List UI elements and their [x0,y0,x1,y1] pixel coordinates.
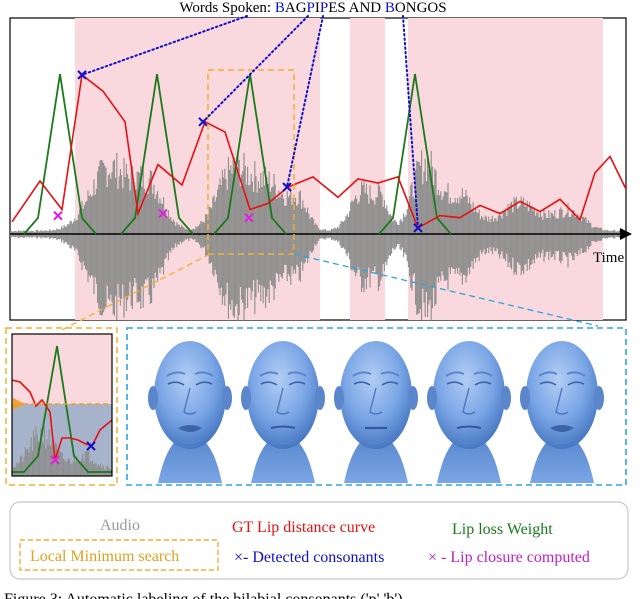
lip-closure-markers [53,208,254,223]
title-segment-1: AG [285,0,307,16]
lip-loss-peak-0 [23,73,97,235]
detected-consonant-marker-2 [282,182,292,192]
title-segment-6: B [385,0,395,16]
legend-gt-lip: GT Lip distance curve [232,519,375,536]
faces-panel [126,327,627,486]
main-plot: Time [9,17,632,321]
title-segment-0: B [275,0,285,16]
inset-closure-marker-icon [50,455,60,465]
consonant-link-0 [81,15,248,76]
legend-audio: Audio [100,517,140,534]
consonant-link-2 [286,15,324,189]
lip-loss-weight-curve [23,73,452,235]
inset-detected-marker-icon [86,441,96,451]
consonant-link-1 [202,15,309,123]
figure-caption: Figure 3: Automatic labeling of the bila… [4,591,403,599]
time-arrow-icon [620,228,632,240]
faces-connector [293,253,599,327]
figure-title: Words Spoken: BAGPIPES AND BONGOS [179,0,446,16]
lip-loss-peak-3 [378,73,452,235]
title-segment-5: ES AND [328,0,385,16]
legend-local-min: Local Minimum search [30,548,179,565]
face-render-2 [334,341,418,483]
consonant-link-3 [402,15,419,229]
title-segment-4: P [320,0,328,16]
gt-lip-distance-curve [11,73,626,230]
legend-closure: × - Lip closure computed [428,549,590,566]
legend: Audio GT Lip distance curve Lip loss Wei… [9,501,629,580]
time-label: Time [593,250,624,266]
title-segment-2: P [307,0,315,16]
legend-lip-loss: Lip loss Weight [452,521,553,538]
legend-local-min-box [19,539,219,571]
local-search-box [207,69,295,255]
lip-closure-marker-1 [158,208,168,219]
detected-consonant-marker-0 [77,70,87,80]
lip-loss-peak-1 [120,73,194,235]
face-render-3 [427,341,511,483]
lip-closure-marker-0 [53,210,63,221]
title-segment-7: ONGOS [395,0,447,16]
face-render-4 [520,341,604,483]
face-render-1 [241,341,325,483]
legend-detected: ×- Detected consonants [234,549,384,566]
lip-closure-marker-2 [244,212,254,223]
audio-waveform [10,150,626,320]
legend-frame [9,501,629,580]
audio-waveform-trace [10,150,626,320]
consonant-links [81,15,419,229]
title-segment-3: I [315,0,320,16]
local-minimum-inset [5,327,118,486]
face-render-0 [148,341,232,483]
inset-connector [61,253,211,331]
